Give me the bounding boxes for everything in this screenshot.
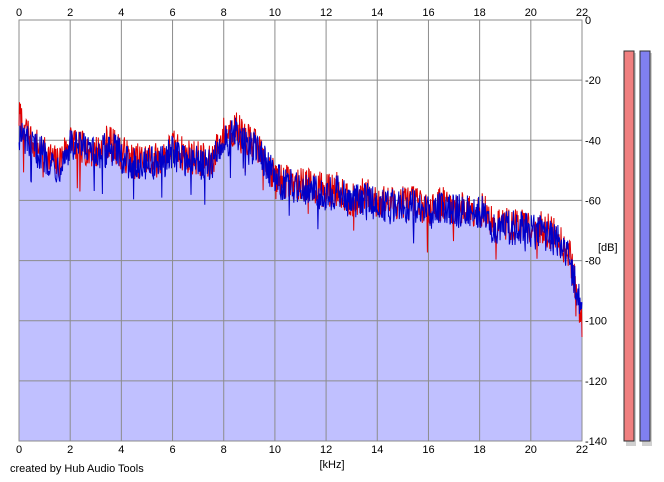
x-tick-label-top: 14	[371, 7, 383, 19]
x-tick-label-bottom: 2	[67, 444, 73, 456]
x-tick-labels-bottom: 0 2 4 6 8 10 12 14 16 18 20 22	[16, 444, 588, 456]
level-meters	[623, 50, 652, 446]
x-axis-label: [kHz]	[319, 459, 344, 471]
x-tick-label-top: 22	[576, 7, 588, 19]
x-tick-label-bottom: 8	[221, 444, 227, 456]
x-tick-label-bottom: 16	[422, 444, 434, 456]
x-tick-labels-top: 0 2 4 6 8 10 12 14 16 18 20 22	[16, 7, 588, 19]
y-tick-label: -100	[585, 316, 607, 328]
series-line-red	[18, 102, 583, 338]
x-tick-label-top: 8	[221, 7, 227, 19]
x-tick-label-top: 12	[320, 7, 332, 19]
y-tick-label: -40	[585, 135, 601, 147]
y-tick-label: 0	[585, 15, 591, 27]
level-meter-right	[639, 50, 651, 442]
x-tick-label-top: 10	[269, 7, 281, 19]
level-meter-left	[623, 50, 635, 442]
x-tick-label-top: 6	[169, 7, 175, 19]
x-tick-label-top: 16	[422, 7, 434, 19]
y-tick-label: -140	[585, 436, 607, 448]
x-tick-label-top: 18	[474, 7, 486, 19]
x-tick-label-top: 0	[16, 7, 22, 19]
x-tick-label-bottom: 4	[118, 444, 124, 456]
y-tick-labels: 0 -20 -40 -60 -80 -100 -120 -140	[585, 15, 607, 448]
x-tick-label-bottom: 6	[169, 444, 175, 456]
x-tick-label-bottom: 12	[320, 444, 332, 456]
x-tick-label-top: 2	[67, 7, 73, 19]
credit-text: created by Hub Audio Tools	[10, 463, 144, 475]
y-tick-label: -120	[585, 376, 607, 388]
spectrum-fill-area	[19, 102, 582, 442]
y-tick-label: -20	[585, 75, 601, 87]
x-tick-label-bottom: 22	[576, 444, 588, 456]
x-tick-label-top: 4	[118, 7, 124, 19]
y-axis-label: [dB]	[598, 242, 618, 254]
x-tick-label-top: 20	[525, 7, 537, 19]
x-tick-label-bottom: 0	[16, 444, 22, 456]
x-tick-label-bottom: 20	[525, 444, 537, 456]
x-tick-label-bottom: 18	[474, 444, 486, 456]
series-lines	[18, 102, 583, 338]
y-tick-label: -60	[585, 195, 601, 207]
y-tick-label: -80	[585, 256, 601, 268]
x-tick-label-bottom: 14	[371, 444, 383, 456]
grid	[18, 19, 583, 442]
series-line-blue	[18, 117, 583, 314]
x-tick-label-bottom: 10	[269, 444, 281, 456]
